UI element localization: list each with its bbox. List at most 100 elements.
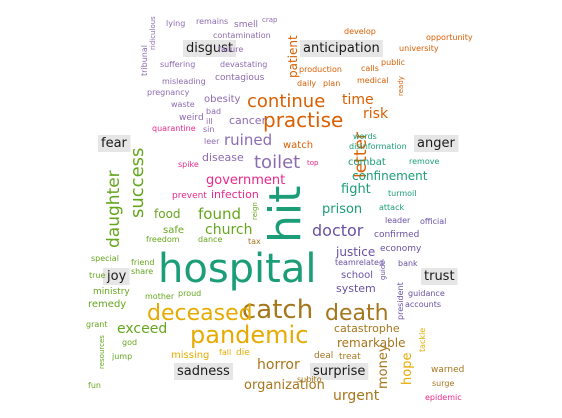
word-ministry: ministry (93, 287, 130, 297)
word-top: top (307, 159, 319, 167)
word-attack: attack (379, 203, 404, 212)
word-surge: surge (432, 379, 454, 388)
word-obesity: obesity (204, 94, 241, 105)
word-waste: waste (171, 100, 195, 109)
word-treat: treat (339, 352, 361, 362)
word-lying: lying (166, 19, 185, 28)
word-church: church (205, 222, 252, 238)
word-toilet: toilet (254, 152, 300, 173)
word-bad: bad (206, 107, 221, 116)
word-success: success (127, 148, 148, 218)
word-found: found (198, 205, 241, 223)
category-box-trust (421, 268, 458, 285)
word-disease: disease (202, 151, 244, 164)
word-remarkable: remarkable (337, 336, 405, 350)
word-plan: plan (323, 79, 340, 88)
word-missing: missing (171, 350, 209, 361)
word-accounts: accounts (405, 300, 441, 309)
word-teamrelated: teamrelated (335, 258, 384, 267)
word-fall: fall (219, 348, 231, 357)
word-spike: spike (178, 160, 199, 169)
word-cancer: cancer (229, 114, 267, 127)
word-proud: proud (178, 289, 201, 298)
word-opportunity: opportunity (426, 33, 473, 42)
word-hit: hit (260, 186, 311, 243)
word-calls: calls (361, 64, 379, 73)
word-tax: tax (248, 237, 261, 246)
word-leer: leer (204, 137, 220, 146)
word-doctor: doctor (312, 221, 364, 240)
word-die: die (236, 348, 250, 358)
category-label-fear: fear (101, 136, 128, 151)
word-turmoil: turmoil (388, 189, 417, 198)
word-system: system (336, 282, 376, 295)
word-ridiculous: ridiculous (149, 16, 157, 50)
category-box-joy (103, 268, 130, 285)
word-remedy: remedy (88, 299, 126, 310)
word-production: production (299, 65, 342, 74)
word-guidance: guidance (408, 289, 445, 298)
word-ruined: ruined (224, 131, 272, 149)
category-label-joy: joy (106, 269, 127, 284)
word-misleading: misleading (162, 77, 206, 86)
word-dance: dance (198, 235, 222, 244)
word-quarantine: quarantine (152, 124, 196, 133)
word-develop: develop (344, 27, 376, 36)
word-failure: failure (218, 45, 243, 54)
word-hospital: hospital (158, 246, 316, 292)
category-box-anticipation (300, 40, 383, 57)
word-death: death (325, 301, 389, 326)
word-letter: letter (351, 132, 371, 178)
word-subito: subito (297, 375, 322, 384)
word-food: food (154, 207, 181, 221)
word-share: share (131, 267, 153, 276)
word-warned: warned (431, 365, 464, 375)
category-label-disgust: disgust (186, 41, 233, 56)
word-freedom: freedom (146, 235, 180, 244)
category-box-sadness (174, 363, 234, 380)
word-ill: ill (206, 117, 213, 126)
category-label-anticipation: anticipation (303, 41, 380, 56)
word-deceased: deceased (147, 301, 253, 326)
category-box-surprise (310, 363, 369, 380)
word-hope: hope (400, 353, 415, 385)
category-box-fear (98, 135, 131, 152)
word-organization: organization (244, 378, 325, 393)
word-catastrophe: catastrophe (334, 322, 400, 335)
category-label-sadness: sadness (177, 364, 230, 379)
word-contagious: contagious (215, 73, 265, 83)
word-ready: ready (397, 76, 405, 96)
word-fun: fun (88, 381, 101, 390)
word-prevent: prevent (172, 191, 207, 201)
word-remove: remove (409, 157, 439, 166)
word-horror: horror (257, 357, 300, 373)
word-deal: deal (314, 351, 333, 361)
word-devastating: devastating (220, 60, 267, 69)
category-box-disgust (183, 40, 236, 57)
word-prison: prison (322, 202, 362, 217)
word-medical: medical (357, 76, 389, 85)
word-resources: resources (98, 335, 106, 369)
word-confinement: confinement (352, 169, 428, 183)
category-label-anger: anger (417, 136, 455, 151)
word-fight: fight (341, 182, 371, 197)
word-daughter: daughter (104, 170, 124, 248)
word-time: time (342, 92, 374, 108)
word-risk: risk (363, 106, 389, 122)
word-confirmed: confirmed (374, 230, 419, 240)
word-smell: smell (234, 20, 258, 30)
word-tackle: tackle (418, 328, 427, 352)
word-watch: watch (283, 140, 313, 151)
word-bank: bank (398, 259, 418, 268)
word-friend: friend (131, 258, 154, 267)
word-official: official (420, 217, 446, 226)
word-pregnancy: pregnancy (147, 88, 190, 97)
word-sin: sin (203, 125, 214, 134)
word-infection: infection (211, 188, 259, 201)
word-patient: patient (286, 35, 300, 78)
word-mother: mother (145, 292, 175, 301)
word-remains: remains (196, 17, 228, 26)
word-reign: reign (251, 202, 259, 220)
word-weird: weird (179, 113, 204, 123)
